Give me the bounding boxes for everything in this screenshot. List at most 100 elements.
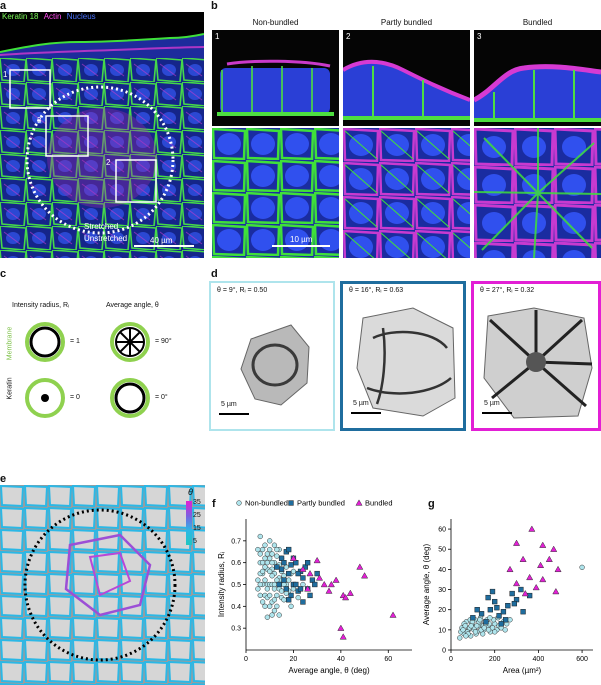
- chart-f-point: [255, 577, 261, 583]
- title-nonbundled: Non-bundled: [252, 18, 299, 27]
- chart-f-point: [259, 546, 266, 553]
- chart-f-point: [267, 555, 273, 561]
- chart-f-point: [267, 568, 273, 575]
- chart-g-point: [496, 613, 502, 619]
- scalebar-label-d2: 5 µm: [353, 400, 369, 407]
- title-bundled: Bundled: [522, 18, 553, 27]
- chart-g-point: [460, 627, 466, 633]
- colorbar-tick-25: 25: [193, 512, 201, 519]
- colorbar-tick-35: 35: [193, 499, 201, 506]
- chart-f-point: [346, 589, 354, 596]
- chart-f-point: [337, 624, 345, 631]
- chart-g-point: [532, 583, 540, 591]
- col-heading-intensity-radius: Intensity radius, Rᵢ: [12, 302, 70, 309]
- chart-f-point: [281, 577, 287, 583]
- side-view-1: 1: [212, 30, 339, 126]
- side-view-2: 2: [343, 30, 470, 126]
- chart-f-y-tick-label: 0.5: [231, 582, 241, 589]
- chart-g-point: [539, 575, 547, 583]
- chart-f-point: [293, 581, 299, 588]
- chart-f-point: [307, 592, 313, 599]
- chart-f-point: [269, 573, 275, 579]
- chart-f-point: [361, 572, 369, 579]
- chart-g-point: [472, 629, 479, 635]
- chart-f-point: [295, 594, 301, 601]
- chart-f-point: [271, 581, 278, 588]
- chart-f-point: [274, 603, 280, 609]
- chart-f-point: [281, 573, 287, 579]
- chart-f-point: [274, 564, 280, 570]
- colorbar: [186, 501, 192, 545]
- chart-g-y-tick-label: 0: [442, 648, 446, 655]
- chart-f-point: [299, 565, 307, 572]
- chart-f-point: [389, 611, 397, 618]
- chart-g-point: [521, 589, 529, 597]
- chart-f-point: [314, 570, 320, 577]
- panel-d-letter: d: [211, 268, 218, 280]
- chart-g-point: [489, 588, 496, 595]
- chart-f-point: [283, 590, 289, 596]
- eq-radius-one: = 1: [70, 338, 80, 345]
- chart-f-point: [320, 580, 328, 588]
- chart-f-point: [262, 542, 268, 548]
- chart-g-point: [550, 545, 558, 552]
- chart-f-point: [289, 554, 297, 561]
- chart-f-point: [305, 560, 311, 566]
- chart-g-point: [474, 623, 480, 629]
- chart-g-y-tick-label: 30: [438, 587, 446, 594]
- colorbar-title: θ: [188, 487, 193, 497]
- chart-g-point: [537, 561, 545, 569]
- chart-g-point: [485, 594, 491, 601]
- chart-g-y-axis-label: Average angle, θ (deg): [422, 544, 431, 626]
- chart-f-y-tick-label: 0.6: [231, 560, 241, 567]
- scalebar-label-d1: 5 µm: [221, 401, 237, 408]
- chart-g-point: [468, 623, 474, 629]
- panel-a-letter: a: [0, 0, 7, 12]
- top-view-2: [343, 128, 470, 258]
- chart-f-x-tick-label: 60: [384, 656, 392, 663]
- chart-f-x-tick-label: 20: [290, 656, 298, 663]
- chart-f-point: [304, 585, 312, 592]
- panel-c-letter: c: [0, 268, 7, 280]
- eq-radius-zero: = 0: [70, 394, 80, 401]
- chart-f-point: [271, 542, 278, 548]
- chart-f-point: [257, 551, 263, 557]
- chart-g-point: [492, 629, 498, 635]
- chart-f-legend-label: Partly bundled: [297, 499, 345, 508]
- panel-a-top-view: 1 3 2 Stretched Unstretched 40 µm: [0, 58, 204, 258]
- scalebar-label-a: 40 µm: [150, 236, 173, 245]
- chart-f-point: [332, 576, 340, 583]
- panel-g-letter: g: [428, 498, 435, 510]
- chart-f-point: [262, 577, 268, 583]
- chart-g-point: [474, 607, 480, 613]
- eq-angle-ninety: = 90°: [155, 338, 172, 345]
- chart-f-point: [267, 538, 273, 544]
- chart-g-point: [552, 587, 560, 595]
- cell-card-bundled: θ = 27°, Rᵢ = 0.32 5 µm: [471, 281, 601, 431]
- chart-g-y-tick-label: 60: [438, 527, 446, 534]
- chart-f-x-axis-label: Average angle, θ (deg): [288, 666, 370, 675]
- chart-f-point: [255, 586, 261, 592]
- colorbar-tick-15: 15: [193, 525, 201, 532]
- chart-f-point: [257, 581, 263, 588]
- chart-f-legend-marker: [236, 500, 242, 506]
- chart-f-point: [274, 577, 280, 583]
- chart-f-legend-label: Non-bundled: [245, 499, 288, 508]
- panel-e-letter: e: [0, 473, 7, 485]
- chart-f-legend-marker: [288, 500, 294, 506]
- chart-f-point: [269, 560, 275, 566]
- panel-e-angle-map: θ 35 25 15 5: [0, 485, 205, 685]
- chart-g-point: [545, 555, 553, 562]
- chart-g-point: [492, 598, 498, 605]
- chart-f-point: [288, 592, 294, 599]
- chart-f-point: [264, 551, 270, 557]
- chart-g-x-tick-label: 400: [533, 656, 545, 663]
- panel-f-letter: f: [212, 498, 216, 510]
- chart-f-point: [295, 570, 301, 577]
- chart-f-point: [290, 568, 297, 575]
- chart-g-point: [463, 633, 469, 639]
- chart-f-point: [267, 603, 273, 609]
- chart-g-point: [519, 555, 527, 562]
- chart-f-point: [281, 560, 287, 566]
- chart-f-point: [259, 599, 266, 605]
